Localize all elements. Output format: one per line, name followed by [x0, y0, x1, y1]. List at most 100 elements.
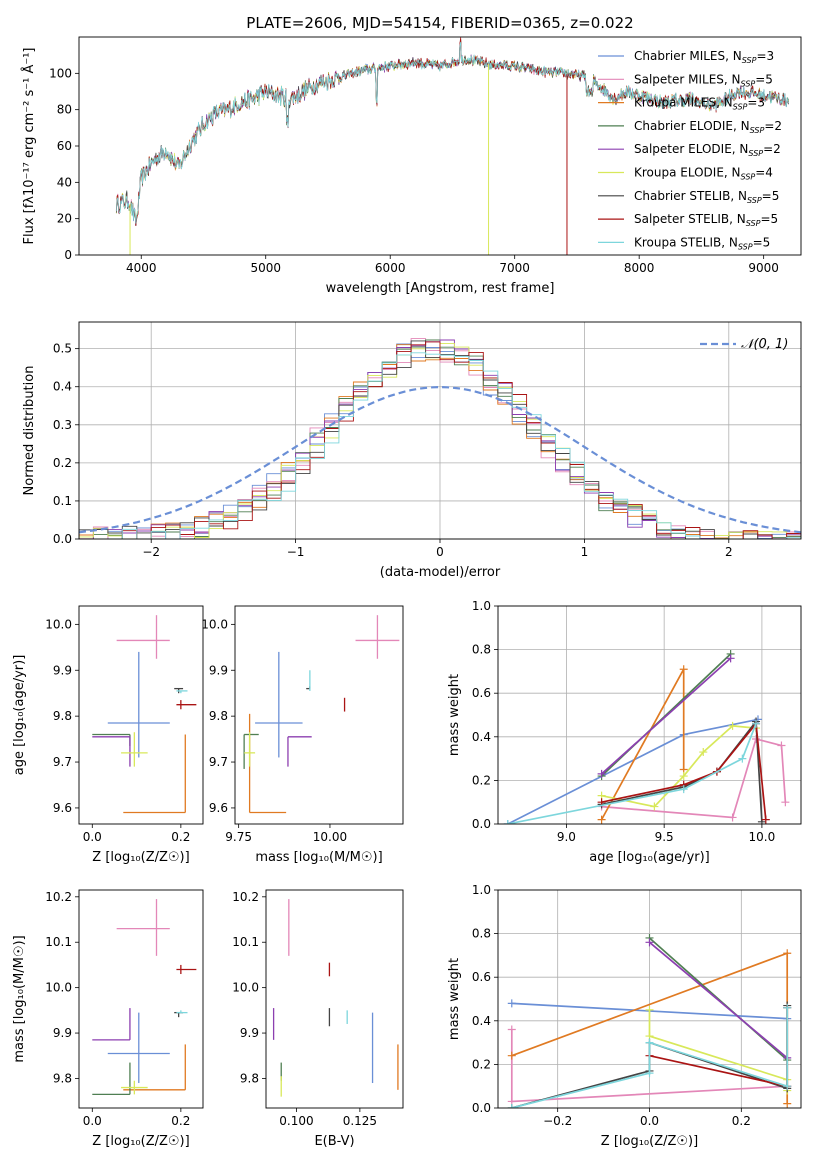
mass-weight-marker: [783, 1082, 792, 1091]
legend-label-main: Kroupa STELIB, N: [634, 235, 738, 249]
mass-weight-marker: [781, 798, 790, 807]
x-tick-label: 0.125: [343, 1114, 377, 1128]
x-tick-label: 9.5: [655, 830, 674, 844]
mass-weight-vs-age-panel: 9.0 9.5 10.0 0.0 0.2 0.4 0.6 0.8 1.0 age [log₁₀(a…: [447, 599, 802, 865]
mass-weight-marker: [507, 1051, 516, 1060]
legend-label-tail: =2: [763, 142, 781, 156]
mass-weight-marker: [761, 815, 770, 824]
mass-weight-marker: [728, 721, 737, 730]
legend-label-main: Chabrier ELODIE, N: [634, 119, 750, 133]
y-tick-label: 9.8: [209, 709, 228, 723]
y-tick-label: 10.1: [232, 935, 259, 949]
y-tick-label: 0.0: [53, 532, 72, 546]
axes-frame: [497, 605, 802, 825]
age-vs-Z-panel: 0.0 0.2 9.6 9.7 9.8 9.9 10.0 Z [log₁₀(Z/Z☉)] age…: [12, 605, 204, 865]
x-tick-label: 9000: [748, 261, 779, 275]
y-tick-label: 10.2: [232, 890, 259, 904]
legend-label-tail: =5: [760, 212, 778, 226]
x-axis-label: wavelength [Angstrom, rest frame]: [326, 281, 555, 296]
legend-label: Salpeter STELIB, NSSP=5: [634, 212, 778, 228]
mass-weight-marker: [645, 938, 654, 947]
x-tick-label: 4000: [126, 261, 157, 275]
legend-label: Salpeter ELODIE, NSSP=2: [634, 142, 781, 158]
legend-label-main: Kroupa ELODIE, N: [634, 166, 741, 180]
legend-label-main: Salpeter MILES, N: [634, 72, 741, 86]
y-tick-label: 9.9: [53, 1026, 72, 1040]
mass-weight-lines: [503, 649, 790, 824]
y-tick-label: 0: [64, 248, 72, 262]
mass-weight-marker: [679, 665, 688, 674]
mass-weight-marker: [507, 1104, 516, 1108]
spectrum-lines: [115, 37, 789, 255]
legend-label-sub: SSP: [741, 79, 756, 88]
y-tick-label: 0.6: [472, 686, 491, 700]
mass-weight-marker: [645, 1069, 654, 1078]
legend-label-tail: =5: [755, 72, 773, 86]
x-tick-label: 6000: [375, 261, 406, 275]
legend-label-sub: SSP: [741, 173, 756, 182]
legend-label-tail: =3: [756, 49, 774, 63]
axes-frame: [78, 321, 802, 540]
y-tick-label: 0.8: [472, 927, 491, 941]
mass-weight-marker: [752, 719, 761, 728]
x-tick-label: −2: [142, 545, 160, 559]
mass-weight-marker: [597, 815, 606, 824]
x-axis-label: E(B-V): [314, 1134, 354, 1149]
histogram-series: [79, 352, 801, 539]
mass-weight-marker: [726, 654, 735, 663]
y-tick-label: 0.6: [472, 970, 491, 984]
mass-weight-marker: [783, 1099, 792, 1108]
y-tick-label: 20: [57, 212, 72, 226]
errorbars: [243, 615, 400, 814]
y-tick-label: 9.7: [209, 755, 228, 769]
x-tick-label: 0.0: [83, 1114, 102, 1128]
x-axis-label: (data-model)/error: [380, 565, 501, 580]
mass-vs-Z-panel: 0.0 0.2 9.8 9.9 10.0 10.1 10.2 Z [log₁₀(Z/Z☉)] m…: [12, 889, 204, 1149]
y-tick-label: 0.5: [53, 342, 72, 356]
x-axis-label: age [log₁₀(age/yr)]: [589, 850, 710, 865]
y-tick-label: 1.0: [472, 599, 491, 613]
x-axis-label: mass [log₁₀(M/M☉)]: [255, 850, 382, 865]
mass-weight-series-line: [649, 1007, 789, 1088]
mass-weight-marker: [507, 999, 516, 1008]
legend-label-main: Chabrier MILES, N: [634, 49, 742, 63]
mass-weight-marker: [645, 1038, 654, 1047]
y-tick-label: 9.8: [240, 1071, 259, 1085]
figure-title: PLATE=2606, MJD=54154, FIBERID=0365, z=0…: [246, 14, 633, 32]
legend-label-sub: SSP: [742, 56, 757, 65]
mass-weight-series-line: [648, 941, 788, 1059]
y-tick-label: 10.2: [45, 890, 72, 904]
mass-weight-marker: [777, 741, 786, 750]
legend-label: Chabrier ELODIE, NSSP=2: [634, 119, 782, 135]
x-tick-label: 0.2: [171, 830, 190, 844]
y-axis-label: age [log₁₀(age/yr)]: [12, 655, 27, 776]
legend-label: Chabrier STELIB, NSSP=5: [634, 189, 779, 205]
y-tick-label: 0.2: [472, 1057, 491, 1071]
x-tick-label: 0.0: [640, 1114, 659, 1128]
y-tick-label: 0.8: [472, 643, 491, 657]
y-tick-label: 0.0: [472, 1101, 491, 1115]
x-tick-label: 0.2: [171, 1114, 190, 1128]
y-tick-label: 60: [57, 139, 72, 153]
y-axis-label: mass [log₁₀(M/M☉)]: [12, 935, 27, 1062]
y-tick-label: 0.2: [472, 773, 491, 787]
legend-label-sub: SSP: [750, 126, 765, 135]
mass-weight-marker: [728, 813, 737, 822]
axes-frame: [497, 889, 802, 1109]
errorbars: [92, 899, 197, 1096]
legend-label-sub: SSP: [733, 103, 748, 112]
mass-weight-marker: [783, 1003, 792, 1012]
x-tick-label: 0.100: [279, 1114, 313, 1128]
x-axis-label: Z [log₁₀(Z/Z☉)]: [601, 1134, 698, 1149]
x-axis-label: Z [log₁₀(Z/Z☉)]: [92, 1134, 189, 1149]
errorbars: [272, 899, 399, 1097]
x-tick-label: 1: [581, 545, 589, 559]
mass-weight-marker: [503, 820, 512, 824]
y-tick-label: 9.9: [53, 663, 72, 677]
mass-vs-EBV-panel: 0.100 0.125 9.8 9.9 10.0 10.1 10.2 E(B-V): [232, 889, 404, 1149]
y-tick-label: 0.4: [472, 1014, 491, 1028]
y-tick-label: 10.1: [45, 935, 72, 949]
y-tick-label: 0.4: [472, 730, 491, 744]
x-tick-label: 0.2: [732, 1114, 751, 1128]
y-axis-label: Normed distribution: [22, 366, 37, 496]
